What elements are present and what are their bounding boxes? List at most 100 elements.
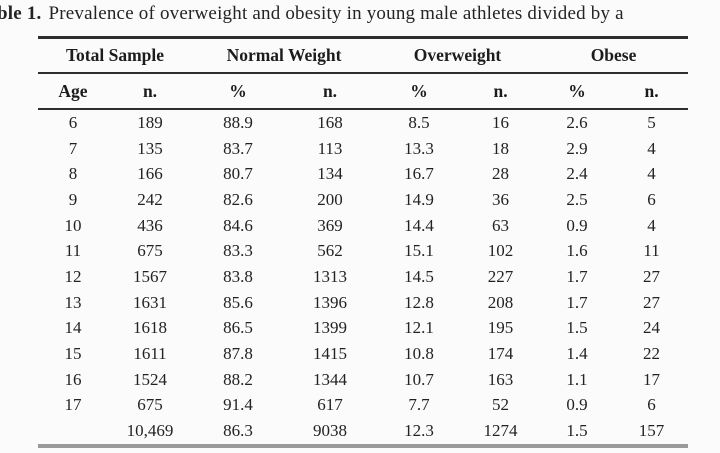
cell-value: 189 <box>137 112 163 132</box>
table-row: 15 1611 87.8 1415 10.8 174 1.4 22 <box>38 341 688 367</box>
cell-value: 227 <box>487 266 514 286</box>
column-header-pct-obese: % <box>539 73 616 110</box>
cell-value: 369 <box>317 215 343 235</box>
cell-value: 27 <box>643 266 661 286</box>
cell-age: 12 <box>64 266 82 286</box>
cell-value: 8.5 <box>408 112 430 132</box>
cell-age: 8 <box>68 164 78 184</box>
cell-value: 14.9 <box>404 189 434 209</box>
cell-value: 85.6 <box>223 292 253 312</box>
column-header-n-obese: n. <box>615 73 689 110</box>
cell-value: 208 <box>487 292 514 312</box>
cell-value: 87.8 <box>223 344 253 364</box>
cell-value: 2.5 <box>566 189 588 209</box>
cell-value: 1631 <box>133 292 167 312</box>
cell-value: 1344 <box>313 369 347 389</box>
cell-value: 83.8 <box>223 266 253 286</box>
cell-value: 134 <box>317 164 343 184</box>
table-row: 10 436 84.6 369 14.4 63 0.9 4 <box>38 213 688 239</box>
table-row: 12 1567 83.8 1313 14.5 227 1.7 27 <box>38 264 688 290</box>
cell-value: 1396 <box>313 292 347 312</box>
cell-value: 6 <box>647 395 656 415</box>
cell-age: 13 <box>64 292 82 312</box>
cell-value: 5 <box>647 112 656 132</box>
cell-value: 1274 <box>483 421 518 441</box>
cell-age <box>38 418 108 446</box>
cell-value: 17 <box>643 369 661 389</box>
cell-age: 16 <box>64 369 82 389</box>
cell-value: 80.7 <box>223 164 253 184</box>
table-caption: ble 1. Prevalence of overweight and obesi… <box>0 0 624 27</box>
column-header-n-total: n. <box>108 73 192 110</box>
column-header-n-normal: n. <box>284 73 377 110</box>
cell-value: 2.9 <box>566 138 588 158</box>
table-row: 16 1524 88.2 1344 10.7 163 1.1 17 <box>38 367 688 393</box>
cell-value: 1567 <box>133 266 167 286</box>
column-header-age: Age <box>38 73 108 110</box>
cell-value: 28 <box>492 164 510 184</box>
column-header-n-overweight: n. <box>462 73 540 110</box>
cell-value: 1524 <box>133 369 167 389</box>
cell-value: 12.3 <box>404 421 434 441</box>
cell-value: 18 <box>492 138 510 158</box>
cell-value: 83.3 <box>223 241 253 261</box>
cell-value: 1.7 <box>566 266 588 286</box>
table-row: 8 166 80.7 134 16.7 28 2.4 4 <box>38 161 688 187</box>
table-body: 6 189 88.9 168 8.5 16 2.6 5 7 135 83.7 113 13.3 18 2.9… <box>38 109 688 446</box>
cell-value: 102 <box>487 241 514 261</box>
cell-age: 17 <box>64 395 82 415</box>
cell-value: 14.4 <box>404 215 434 235</box>
cell-value: 4 <box>647 164 656 184</box>
cell-value: 1313 <box>313 266 347 286</box>
cell-value: 83.7 <box>223 138 253 158</box>
cell-value: 15.1 <box>404 241 434 261</box>
cell-value: 617 <box>317 395 343 415</box>
cell-value: 1415 <box>313 344 347 364</box>
cell-value: 88.9 <box>223 112 253 132</box>
table-row: 10,469 86.3 9038 12.3 1274 1.5 157 <box>38 418 688 446</box>
cell-value: 195 <box>487 318 514 338</box>
cell-value: 1.7 <box>566 292 588 312</box>
cell-value: 1618 <box>133 318 167 338</box>
cell-age: 9 <box>68 189 78 209</box>
cell-value: 163 <box>487 369 514 389</box>
cell-value: 157 <box>638 421 665 441</box>
cell-value: 9038 <box>313 421 347 441</box>
table-caption-text: Prevalence of overweight and obesity in … <box>48 3 624 24</box>
cell-value: 2.6 <box>566 112 588 132</box>
table-row: 17 675 91.4 617 7.7 52 0.9 6 <box>38 393 688 419</box>
cell-value: 0.9 <box>566 395 588 415</box>
column-header-pct-overweight: % <box>376 73 463 110</box>
cell-value: 166 <box>137 164 163 184</box>
cell-value: 27 <box>643 292 661 312</box>
table-row: 9 242 82.6 200 14.9 36 2.5 6 <box>38 187 688 213</box>
cell-value: 16.7 <box>404 164 434 184</box>
cell-value: 13.3 <box>404 138 434 158</box>
cell-value: 10.8 <box>404 344 434 364</box>
cell-value: 10,469 <box>126 421 174 441</box>
cell-value: 1399 <box>313 318 347 338</box>
cell-value: 91.4 <box>223 395 253 415</box>
table-row: 7 135 83.7 113 13.3 18 2.9 4 <box>38 136 688 162</box>
cell-value: 36 <box>492 189 510 209</box>
cell-age: 11 <box>64 241 82 261</box>
cell-value: 2.4 <box>566 164 588 184</box>
prevalence-table: Total Sample Normal Weight Overweight Ob… <box>38 36 689 448</box>
cell-value: 86.5 <box>223 318 253 338</box>
cell-age: 10 <box>64 215 82 235</box>
cell-value: 1.6 <box>566 241 588 261</box>
cell-value: 11 <box>643 241 660 261</box>
table-row: 11 675 83.3 562 15.1 102 1.6 11 <box>38 238 688 264</box>
cell-value: 113 <box>317 138 343 158</box>
cell-value: 10.7 <box>404 369 434 389</box>
column-header-row: Age n. % n. % n. % n. <box>38 73 689 110</box>
cell-value: 6 <box>647 189 656 209</box>
cell-value: 14.5 <box>404 266 434 286</box>
cell-value: 1.5 <box>566 318 588 338</box>
cell-value: 242 <box>137 189 163 209</box>
cell-value: 436 <box>137 215 163 235</box>
cell-age: 15 <box>64 344 82 364</box>
group-header-row: Total Sample Normal Weight Overweight Ob… <box>38 37 689 74</box>
cell-value: 86.3 <box>223 421 253 441</box>
cell-value: 1.5 <box>566 421 588 441</box>
